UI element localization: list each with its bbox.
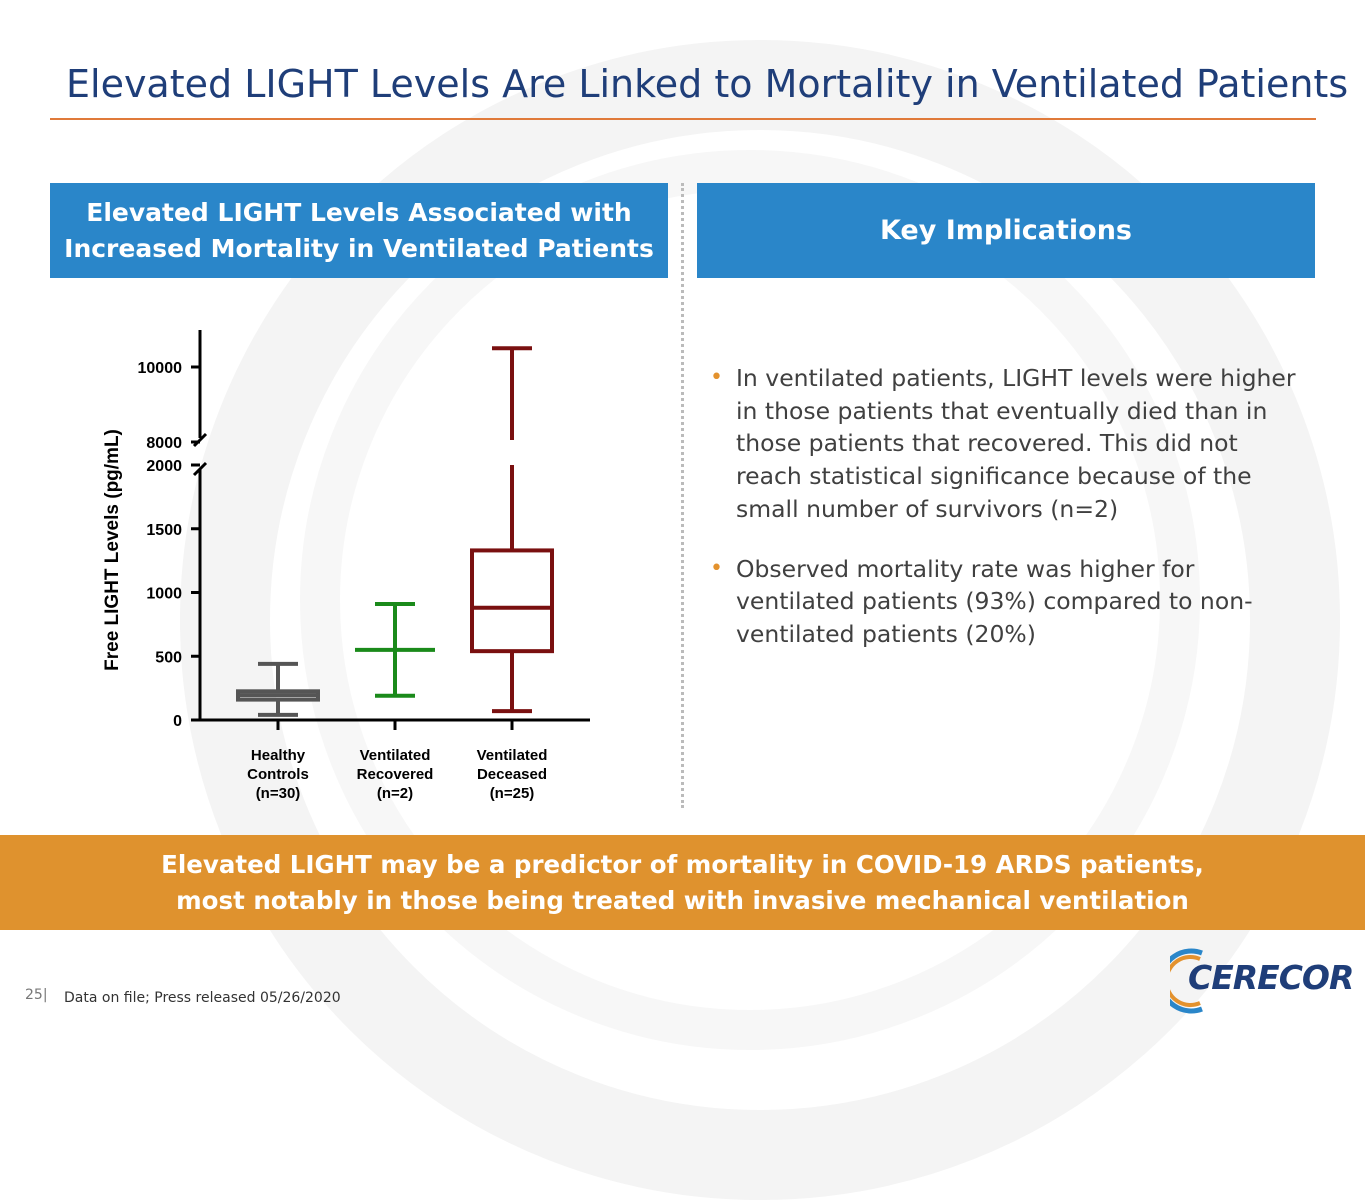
logo-text: CERECOR (1188, 958, 1354, 997)
y-axis-title: Free LIGHT Levels (pg/mL) (102, 429, 123, 671)
box-plot-chart: 0 500 1000 1500 2000 8000 10000 Free LIGHT Leve… (102, 330, 590, 802)
chart-panel-heading-line2: Increased Mortality in Ventilated Patien… (64, 233, 654, 263)
y-tick-label: 2000 (146, 458, 182, 475)
implication-bullet: • Observed mortality rate was higher for… (706, 553, 1306, 651)
y-tick-label: 8000 (146, 435, 182, 452)
bullet-icon: • (710, 365, 723, 390)
y-tick-label: 1000 (146, 586, 182, 603)
implications-panel-header: Key Implications (697, 183, 1315, 278)
chart-panel-heading-line1: Elevated LIGHT Levels Associated with (86, 197, 632, 227)
page-number: 25| (25, 987, 48, 1003)
cerecor-logo-icon (1170, 948, 1203, 1014)
x-tick-label: Deceased (477, 766, 547, 783)
y-tick-label: 0 (173, 713, 182, 730)
panel-divider (681, 183, 684, 808)
implication-text-2: Observed mortality rate was higher for v… (736, 554, 1253, 648)
x-tick-label: Healthy (251, 747, 306, 764)
y-tick-label: 1500 (146, 522, 182, 539)
axis-break-mark (192, 432, 208, 448)
x-tick-label: Ventilated (477, 747, 548, 764)
chart-panel-header: Elevated LIGHT Levels Associated with In… (50, 183, 668, 278)
y-tick-label: 10000 (138, 360, 183, 377)
footnote: Data on file; Press released 05/26/2020 (64, 990, 341, 1006)
x-tick-label: Controls (247, 766, 309, 783)
implication-bullet: • In ventilated patients, LIGHT levels w… (706, 362, 1306, 526)
implications-list: • In ventilated patients, LIGHT levels w… (706, 362, 1306, 651)
implication-text-1: In ventilated patients, LIGHT levels wer… (736, 364, 1296, 523)
box-iqr (470, 548, 554, 654)
conclusion-banner: Elevated LIGHT may be a predictor of mor… (0, 835, 1365, 930)
title-underline (50, 118, 1316, 120)
x-tick-label: Recovered (357, 766, 434, 783)
slide-title: Elevated LIGHT Levels Are Linked to Mort… (66, 62, 1349, 106)
y-tick-label: 500 (155, 649, 182, 666)
bullet-icon: • (710, 555, 723, 581)
x-tick-label: (n=2) (377, 785, 413, 802)
implications-heading: Key Implications (879, 215, 1132, 246)
x-tick-label: (n=25) (490, 785, 535, 802)
axis-break-mark (192, 461, 208, 477)
x-tick-label: (n=30) (256, 785, 301, 802)
x-tick-label: Ventilated (360, 747, 431, 764)
banner-line1: Elevated LIGHT may be a predictor of mor… (161, 849, 1204, 879)
banner-line2: most notably in those being treated with… (176, 885, 1189, 915)
